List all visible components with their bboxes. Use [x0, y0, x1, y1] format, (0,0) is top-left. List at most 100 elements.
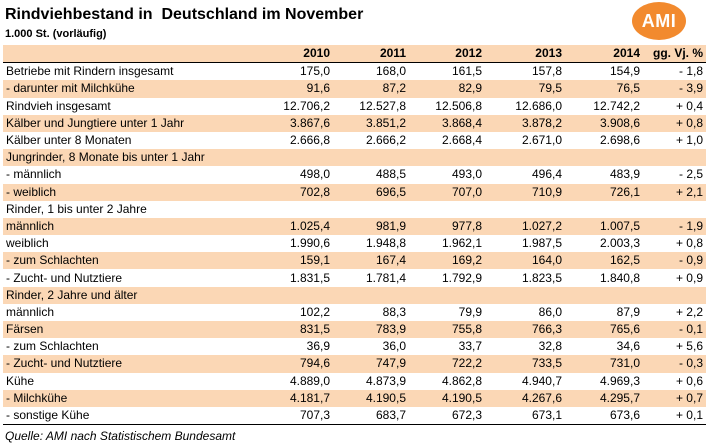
- table-row: Rinder, 1 bis unter 2 Jahre: [3, 201, 706, 218]
- year-value: 88,3: [382, 304, 406, 319]
- change-value: - 2,5: [678, 167, 703, 182]
- year-value: 2.671,0: [521, 133, 562, 148]
- year-value: 765,6: [565, 321, 643, 339]
- year-value: 33,7: [458, 339, 482, 354]
- year-value: 1.962,1: [441, 236, 482, 251]
- table-row: männlich 102,2 88,3 79,9 86,0 87,9 + 2,2: [3, 304, 706, 321]
- year-value: 1.007,5: [565, 217, 643, 236]
- year-value: 733,5: [485, 355, 565, 373]
- year-value: 4.190,5: [409, 389, 485, 407]
- year-value: 977,8: [409, 217, 485, 236]
- year-value: 498,0: [299, 167, 330, 182]
- table-body: Betriebe mit Rindern insgesamt 175,0 168,0…: [3, 63, 706, 426]
- year-value: [409, 149, 485, 167]
- year-value: 82,9: [409, 80, 485, 98]
- year-value: 12.706,2: [283, 98, 330, 113]
- change-value: - 1,8: [678, 64, 703, 79]
- year-value: 1.948,8: [365, 236, 406, 251]
- year-value: 91,6: [257, 80, 333, 98]
- header-change-percent: gg. Vj. %: [643, 45, 706, 64]
- year-value: 710,9: [485, 183, 565, 201]
- row-label: - Zucht- und Nutztiere: [6, 270, 123, 285]
- table-row: - zum Schlachten 36,9 36,0 33,7 32,8 34,6 + 5,…: [3, 338, 706, 355]
- change-value: + 0,4: [675, 98, 703, 113]
- year-value: 157,8: [531, 64, 562, 79]
- year-value: 4.190,5: [333, 389, 409, 407]
- year-value: 4.862,8: [441, 373, 482, 388]
- year-value: 3.868,4: [409, 114, 485, 132]
- table-row: Färsen 831,5 783,9 755,8 766,3 765,6- 0,1: [3, 321, 706, 339]
- year-value: 12.506,8: [435, 98, 482, 113]
- table-row: - Milchkühe 4.181,7 4.190,5 4.190,5 4.267,6 4…: [3, 389, 706, 407]
- change-value: + 0,8: [643, 114, 706, 132]
- year-value: 683,7: [333, 406, 409, 426]
- year-value: [485, 201, 565, 218]
- year-value: 12.527,8: [359, 98, 406, 113]
- year-value: 3.867,6: [257, 114, 333, 132]
- year-value: [565, 286, 643, 304]
- year-value: 496,4: [531, 167, 562, 182]
- year-value: 4.181,7: [257, 389, 333, 407]
- year-value: [409, 201, 485, 218]
- year-value: 1.027,2: [485, 217, 565, 236]
- year-value: 4.295,7: [565, 389, 643, 407]
- table-row: Betriebe mit Rindern insgesamt 175,0 168,0…: [3, 63, 706, 81]
- change-value: - 3,9: [643, 80, 706, 98]
- row-label: Kälber unter 8 Monaten: [6, 133, 132, 148]
- year-value: 722,2: [409, 355, 485, 373]
- year-value: 702,8: [257, 183, 333, 201]
- header-year-2014: 2014: [565, 45, 643, 64]
- row-label: - sonstige Kühe: [3, 406, 257, 426]
- year-value: 4.969,3: [599, 373, 640, 388]
- year-value: [257, 149, 333, 167]
- year-value: 2.666,8: [289, 133, 330, 148]
- row-label: Kühe: [6, 373, 35, 388]
- change-value: + 5,6: [675, 339, 703, 354]
- year-value: 766,3: [485, 321, 565, 339]
- year-value: [257, 286, 333, 304]
- year-value: 79,5: [485, 80, 565, 98]
- year-value: 731,0: [565, 355, 643, 373]
- change-value: + 2,1: [643, 183, 706, 201]
- year-value: 2.668,4: [441, 133, 482, 148]
- year-value: 167,4: [333, 252, 409, 270]
- ami-logo: AMI: [632, 2, 686, 40]
- year-value: 488,5: [375, 167, 406, 182]
- row-label: - männlich: [6, 167, 62, 182]
- year-value: 707,0: [409, 183, 485, 201]
- table-row: - Zucht- und Nutztiere 1.831,5 1.781,4 1.79…: [3, 269, 706, 286]
- table-row: männlich 1.025,4 981,9 977,8 1.027,2 1.007,5-…: [3, 217, 706, 236]
- year-value: 1.025,4: [257, 217, 333, 236]
- year-value: 1.831,5: [289, 270, 330, 285]
- change-value: + 0,9: [675, 270, 703, 285]
- year-value: 831,5: [257, 321, 333, 339]
- year-value: 696,5: [333, 183, 409, 201]
- table-row: - zum Schlachten 159,1 167,4 169,2 164,0 162,…: [3, 252, 706, 270]
- table-subtitle: 1.000 St. (vorläufig): [5, 28, 107, 40]
- year-value: 3.851,2: [333, 114, 409, 132]
- row-label: Färsen: [3, 321, 257, 339]
- year-value: 1.987,5: [521, 236, 562, 251]
- year-value: 161,5: [451, 64, 482, 79]
- row-label: Rinder, 1 bis unter 2 Jahre: [6, 201, 147, 216]
- table-row: Rindvieh insgesamt 12.706,2 12.527,8 12.506…: [3, 98, 706, 115]
- source-note: Quelle: AMI nach Statistischem Bundesamt: [5, 429, 236, 443]
- year-value: 2.003,3: [599, 236, 640, 251]
- year-value: 483,9: [609, 167, 640, 182]
- table-row: Jungrinder, 8 Monate bis unter 1 Jahr: [3, 149, 706, 167]
- year-value: 87,9: [616, 304, 640, 319]
- row-label: - Milchkühe: [3, 389, 257, 407]
- year-value: 79,9: [458, 304, 482, 319]
- change-value: + 0,6: [675, 373, 703, 388]
- row-label: Kälber und Jungtiere unter 1 Jahr: [3, 114, 257, 132]
- year-value: 783,9: [333, 321, 409, 339]
- year-value: 673,1: [485, 406, 565, 426]
- row-label: Rinder, 2 Jahre und älter: [3, 286, 257, 304]
- change-value: - 0,3: [643, 355, 706, 373]
- year-value: 154,9: [609, 64, 640, 79]
- row-label: weiblich: [6, 236, 49, 251]
- header-row: 2010 2011 2012 2013 2014 gg. Vj. %: [3, 45, 706, 64]
- year-value: 493,0: [451, 167, 482, 182]
- change-value: + 2,2: [675, 304, 703, 319]
- year-value: 159,1: [257, 252, 333, 270]
